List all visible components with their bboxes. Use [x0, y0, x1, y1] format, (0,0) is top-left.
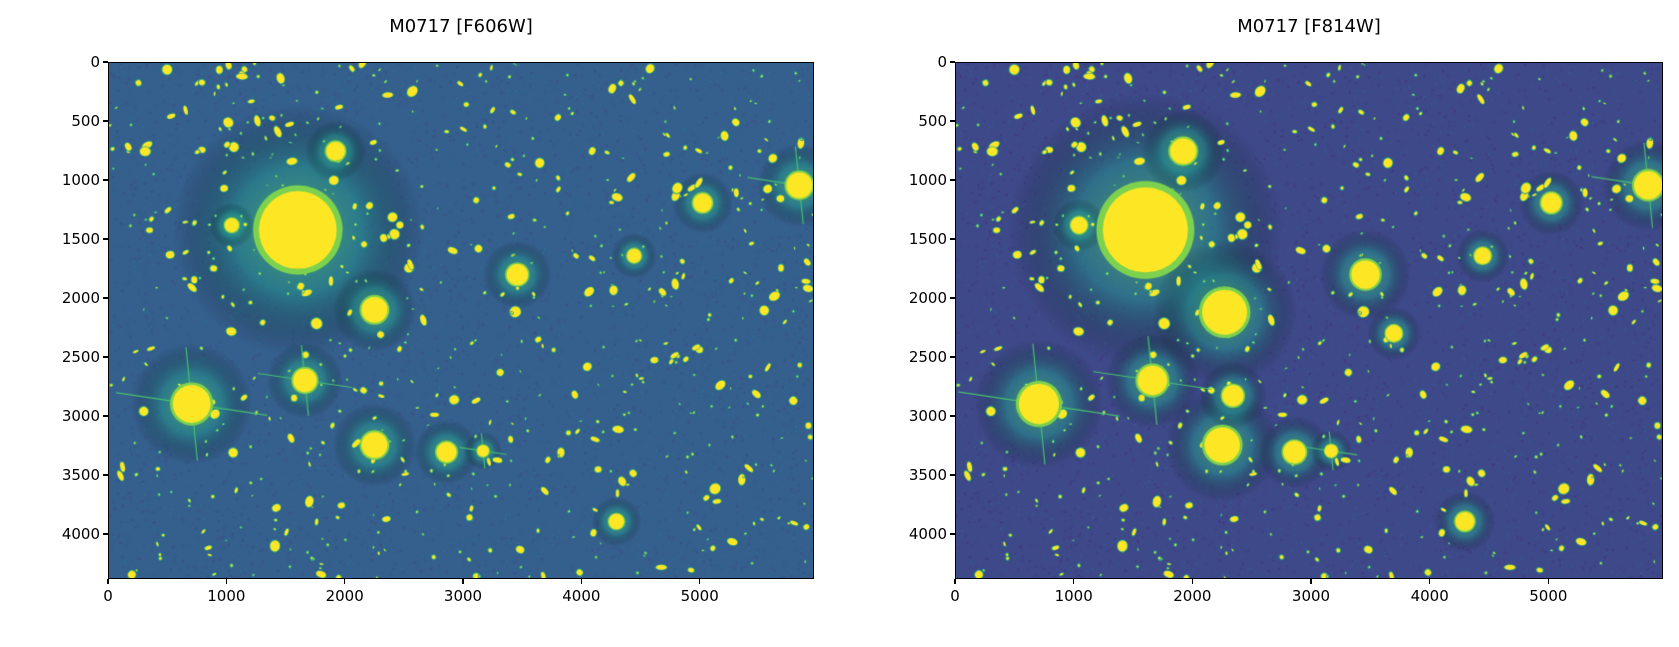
y-tick: [950, 297, 955, 299]
y-tick-label: 3500: [908, 466, 947, 485]
y-tick-label: 2500: [908, 348, 947, 367]
y-tick-label: 0: [90, 53, 100, 71]
y-tick: [103, 61, 108, 63]
y-tick-label: 1500: [908, 230, 947, 248]
chart-title: M0717 [F814W]: [1237, 16, 1381, 37]
x-tick-label: 0: [950, 587, 960, 605]
y-tick-label: 1000: [908, 171, 947, 189]
y-tick-label: 3000: [908, 407, 947, 426]
y-tick-label: 3500: [61, 466, 100, 485]
y-tick: [103, 238, 108, 240]
y-tick: [103, 297, 108, 299]
y-tick-label: 3000: [61, 407, 100, 426]
y-tick: [950, 120, 955, 122]
x-tick-label: 2000: [325, 587, 364, 605]
image-heatmap: [109, 63, 813, 578]
x-tick: [107, 579, 109, 584]
y-tick: [950, 415, 955, 417]
y-tick: [103, 179, 108, 181]
x-tick-label: 1000: [207, 587, 246, 605]
y-tick-label: 4000: [908, 525, 947, 544]
x-tick: [1547, 579, 1549, 584]
x-tick: [699, 579, 701, 584]
x-tick: [462, 579, 464, 584]
x-tick-label: 2000: [1173, 587, 1212, 605]
y-tick: [950, 61, 955, 63]
image-axes: [955, 62, 1663, 579]
y-tick: [103, 356, 108, 358]
y-tick-label: 2000: [908, 289, 947, 308]
x-tick: [580, 579, 582, 584]
y-tick-label: 4000: [61, 525, 100, 544]
y-tick: [103, 474, 108, 476]
x-tick-label: 0: [103, 587, 113, 605]
x-tick-label: 5000: [1529, 587, 1568, 605]
y-tick-label: 1000: [61, 171, 100, 189]
x-tick-label: 4000: [562, 587, 601, 605]
image-axes: [108, 62, 814, 579]
y-tick: [103, 120, 108, 122]
y-tick-label: 1500: [61, 230, 100, 248]
x-tick-label: 4000: [1410, 587, 1449, 605]
y-tick: [103, 533, 108, 535]
y-tick-label: 2000: [61, 289, 100, 308]
x-tick: [954, 579, 956, 584]
y-tick: [103, 415, 108, 417]
x-tick: [1073, 579, 1075, 584]
x-tick-label: 3000: [1291, 587, 1331, 605]
x-tick: [1429, 579, 1431, 584]
y-tick-label: 0: [937, 53, 947, 71]
x-tick-label: 1000: [1054, 587, 1093, 605]
image-heatmap: [956, 63, 1662, 578]
x-tick-label: 5000: [680, 587, 719, 605]
x-tick: [1191, 579, 1193, 584]
y-tick: [950, 356, 955, 358]
y-tick: [950, 533, 955, 535]
x-tick: [344, 579, 346, 584]
chart-title: M0717 [F606W]: [389, 16, 533, 37]
x-tick: [1310, 579, 1312, 584]
y-tick: [950, 179, 955, 181]
y-tick: [950, 238, 955, 240]
y-tick: [950, 474, 955, 476]
x-tick-label: 3000: [443, 587, 483, 605]
y-tick-label: 2500: [61, 348, 100, 367]
x-tick: [225, 579, 227, 584]
y-tick-label: 500: [71, 112, 100, 130]
y-tick-label: 500: [918, 112, 947, 130]
